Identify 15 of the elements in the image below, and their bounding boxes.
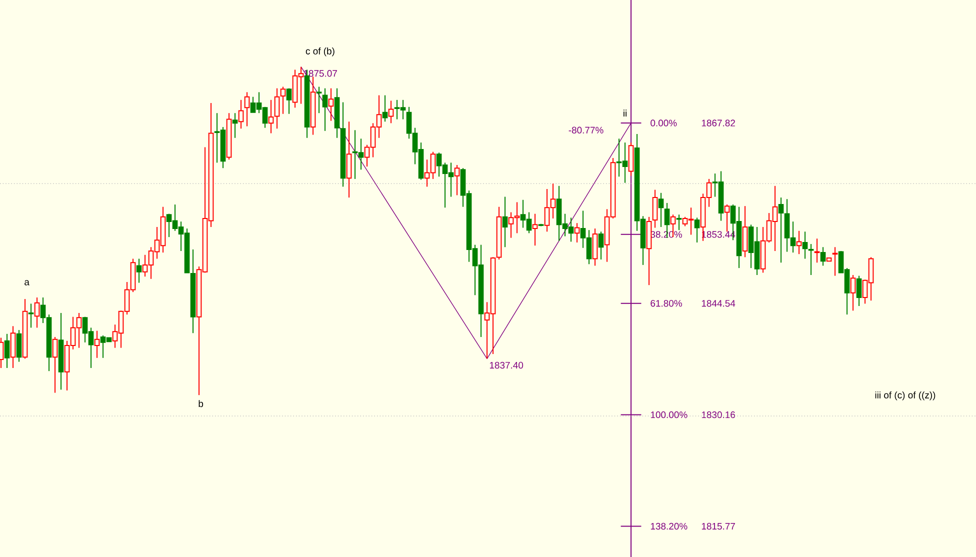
y-tick-label: 1867.82 bbox=[702, 120, 735, 126]
annotation: b bbox=[198, 400, 204, 408]
annotation: 0.00% bbox=[650, 120, 677, 126]
annotation: 138.20% bbox=[650, 522, 688, 530]
annotation: ii bbox=[624, 110, 626, 117]
data-label: 1837.40 bbox=[490, 362, 524, 369]
annotation: 61.80% bbox=[650, 300, 682, 307]
text: iii of (c) of ((z)) bbox=[875, 391, 936, 400]
y-tick-label: 1830.16 bbox=[702, 411, 736, 418]
y-tick-label: 1844.54 bbox=[702, 300, 736, 307]
annotation: 100.00% bbox=[650, 411, 688, 418]
y-tick-label: 1815.77 bbox=[702, 522, 735, 530]
annotation: c of (b) bbox=[306, 47, 334, 56]
annotation: a bbox=[24, 280, 30, 286]
annotation: -80.77% bbox=[568, 126, 604, 134]
